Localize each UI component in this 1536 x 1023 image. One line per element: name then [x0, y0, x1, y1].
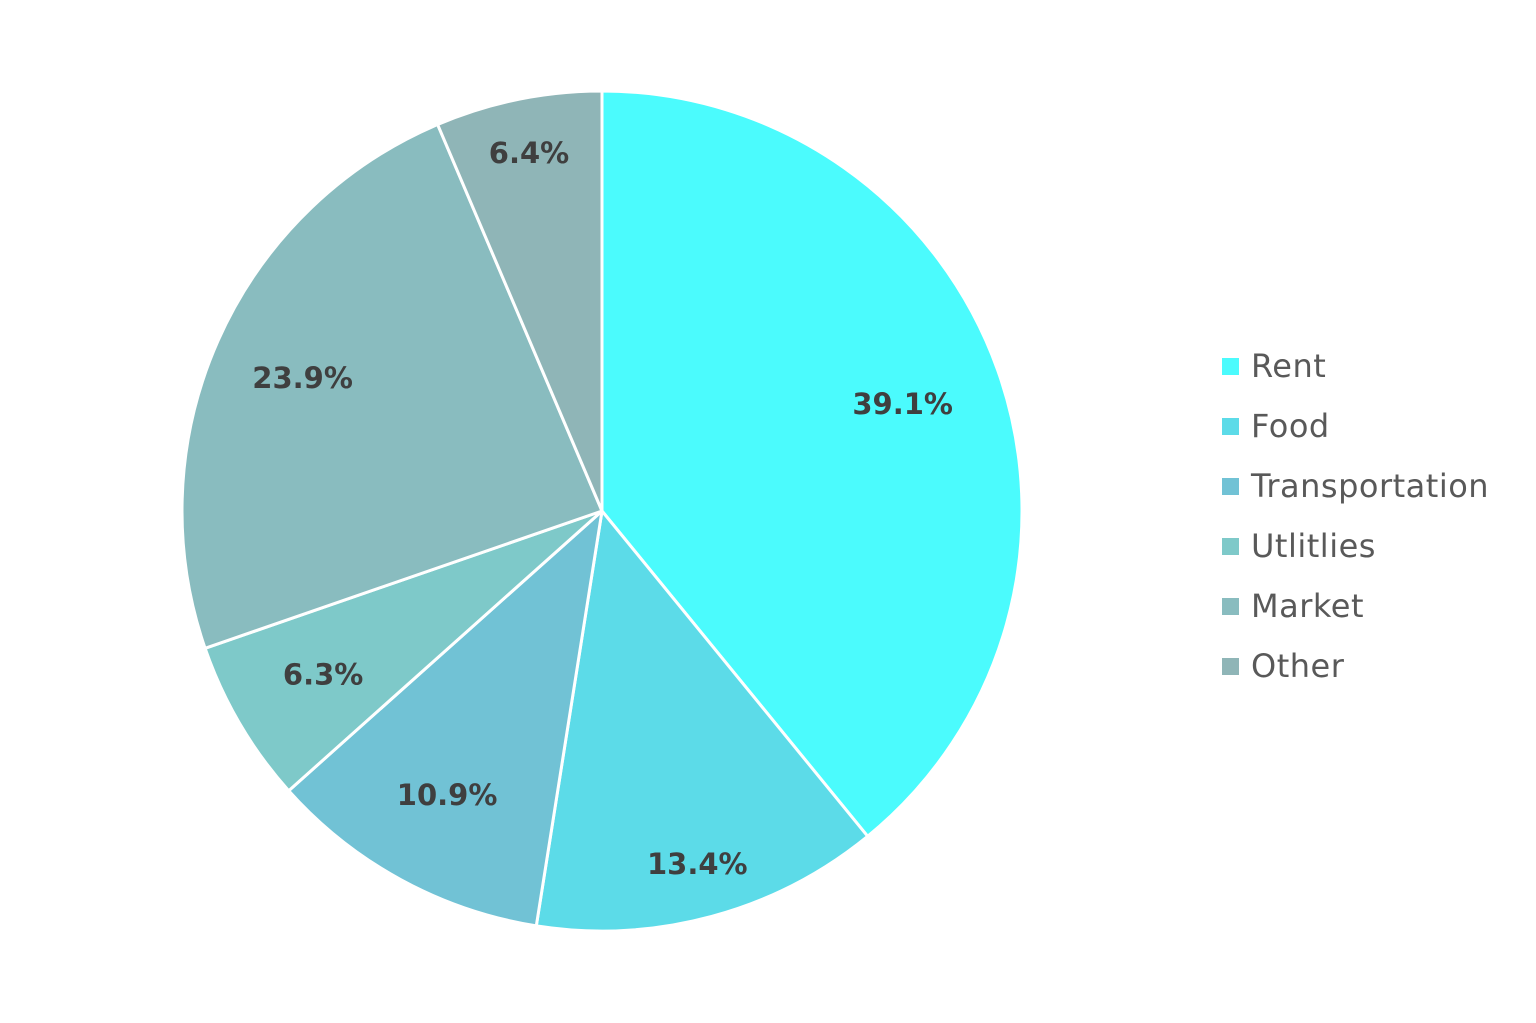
slice-percent-label: 6.4% [489, 136, 569, 170]
legend-swatch-icon [1222, 417, 1239, 435]
legend-label: Food [1251, 407, 1330, 445]
legend-item-other: Other [1222, 636, 1489, 696]
legend-swatch-icon [1222, 657, 1239, 675]
slice-percent-label: 6.3% [283, 658, 363, 692]
slice-percent-label: 13.4% [647, 847, 748, 881]
legend-label: Market [1251, 587, 1364, 625]
slice-percent-label: 10.9% [397, 778, 498, 812]
pie-slice-transportation [287, 509, 604, 928]
pie-slice-utlitlies [203, 509, 604, 793]
legend-label: Rent [1251, 347, 1327, 385]
legend-item-market: Market [1222, 576, 1489, 636]
pie-slice-other [436, 89, 604, 513]
slice-percent-label: 39.1% [852, 387, 953, 421]
slice-percent-label: 23.9% [252, 361, 353, 395]
legend-label: Utlitlies [1251, 527, 1376, 565]
legend-item-transportation: Transportation [1222, 456, 1489, 516]
legend-item-utilities: Utlitlies [1222, 516, 1489, 576]
legend-label: Other [1251, 647, 1345, 685]
legend-item-food: Food [1222, 396, 1489, 456]
chart-legend: Rent Food Transportation Utlitlies Marke… [1222, 336, 1489, 696]
pie-slice-rent [600, 89, 1024, 838]
legend-swatch-icon [1222, 537, 1239, 555]
legend-item-rent: Rent [1222, 336, 1489, 396]
legend-swatch-icon [1222, 357, 1239, 375]
pie-slice-food [534, 509, 870, 933]
pie-slice-market [180, 123, 604, 650]
legend-swatch-icon [1222, 597, 1239, 615]
legend-swatch-icon [1222, 477, 1239, 495]
legend-label: Transportation [1251, 467, 1490, 505]
